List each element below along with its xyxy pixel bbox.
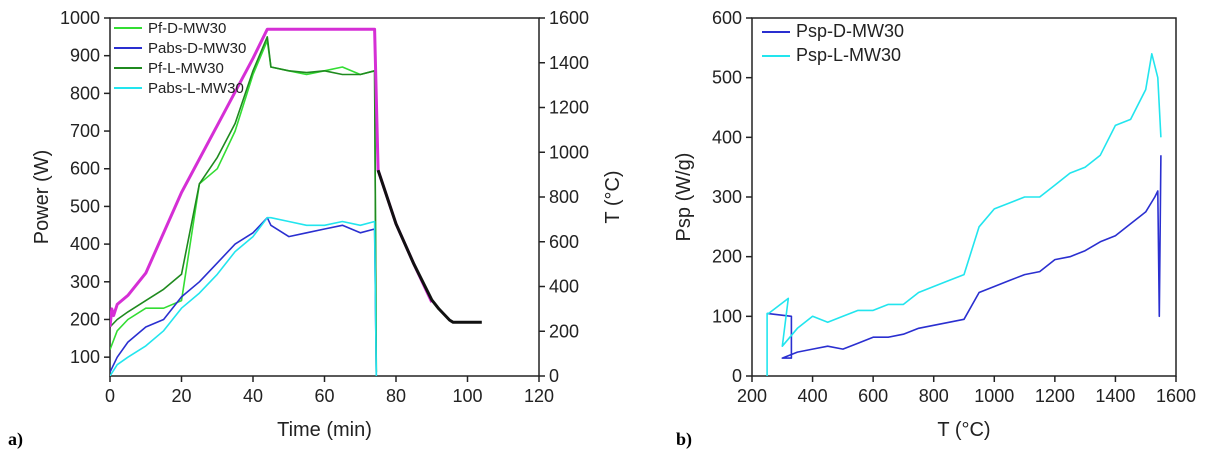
- y-tick-label: 900: [70, 46, 100, 66]
- x-tick-label: 600: [858, 386, 888, 406]
- y-tick-label: 600: [712, 8, 742, 28]
- y-tick-label: 800: [70, 83, 100, 103]
- legend-label: Pf-D-MW30: [148, 20, 226, 37]
- legend-label: Pabs-L-MW30: [148, 80, 244, 97]
- y2-tick-label: 1400: [549, 53, 589, 73]
- x-tick-label: 20: [171, 386, 191, 406]
- y2-tick-label: 800: [549, 187, 579, 207]
- y2-tick-label: 1600: [549, 8, 589, 28]
- y-tick-label: 1000: [60, 8, 100, 28]
- x-axis-title: T (°C): [937, 419, 990, 441]
- y-tick-label: 500: [712, 68, 742, 88]
- series-line-pabs-d-mw30: [110, 218, 376, 376]
- y2-axis-title: T (°C): [602, 170, 624, 223]
- legend-label: Pabs-D-MW30: [148, 40, 246, 57]
- panel-label-b: b): [676, 429, 692, 450]
- y2-tick-label: 200: [549, 321, 579, 341]
- y-tick-label: 100: [712, 306, 742, 326]
- y-tick-label: 300: [712, 187, 742, 207]
- x-tick-label: 1600: [1156, 386, 1196, 406]
- x-tick-label: 800: [919, 386, 949, 406]
- y2-tick-label: 0: [549, 366, 559, 386]
- y-tick-label: 400: [70, 234, 100, 254]
- legend-label: Pf-L-MW30: [148, 60, 224, 77]
- y2-tick-label: 1200: [549, 98, 589, 118]
- y2-tick-label: 1000: [549, 142, 589, 162]
- x-tick-label: 0: [105, 386, 115, 406]
- y2-tick-label: 600: [549, 232, 579, 252]
- x-tick-label: 40: [243, 386, 263, 406]
- legend-label: Psp-D-MW30: [796, 21, 904, 41]
- y-tick-label: 500: [70, 196, 100, 216]
- y-tick-label: 400: [712, 127, 742, 147]
- x-tick-label: 400: [798, 386, 828, 406]
- y-tick-label: 600: [70, 159, 100, 179]
- y-tick-label: 700: [70, 121, 100, 141]
- series-line-psp-l-mw30: [767, 54, 1161, 376]
- x-axis-title: Time (min): [277, 419, 372, 441]
- y-tick-label: 100: [70, 347, 100, 367]
- legend-label: Psp-L-MW30: [796, 45, 901, 65]
- plot-frame-1: [752, 18, 1176, 376]
- x-tick-label: 1200: [1035, 386, 1075, 406]
- y-axis-title: Power (W): [31, 150, 53, 244]
- x-tick-label: 1000: [974, 386, 1014, 406]
- y-tick-label: 300: [70, 272, 100, 292]
- x-tick-label: 100: [452, 386, 482, 406]
- x-tick-label: 1400: [1095, 386, 1135, 406]
- y-tick-label: 200: [70, 309, 100, 329]
- series-line-psp-d-mw30: [767, 155, 1161, 358]
- y-tick-label: 0: [732, 366, 742, 386]
- series-line-temperature-5: [378, 170, 482, 322]
- x-tick-label: 200: [737, 386, 767, 406]
- y-axis-title: Psp (W/g): [673, 153, 695, 242]
- series-line-pabs-l-mw30: [110, 218, 376, 376]
- panel-label-a: a): [8, 429, 23, 450]
- x-tick-label: 120: [524, 386, 554, 406]
- x-tick-label: 60: [314, 386, 334, 406]
- y-tick-label: 200: [712, 247, 742, 267]
- y2-tick-label: 400: [549, 277, 579, 297]
- x-tick-label: 80: [386, 386, 406, 406]
